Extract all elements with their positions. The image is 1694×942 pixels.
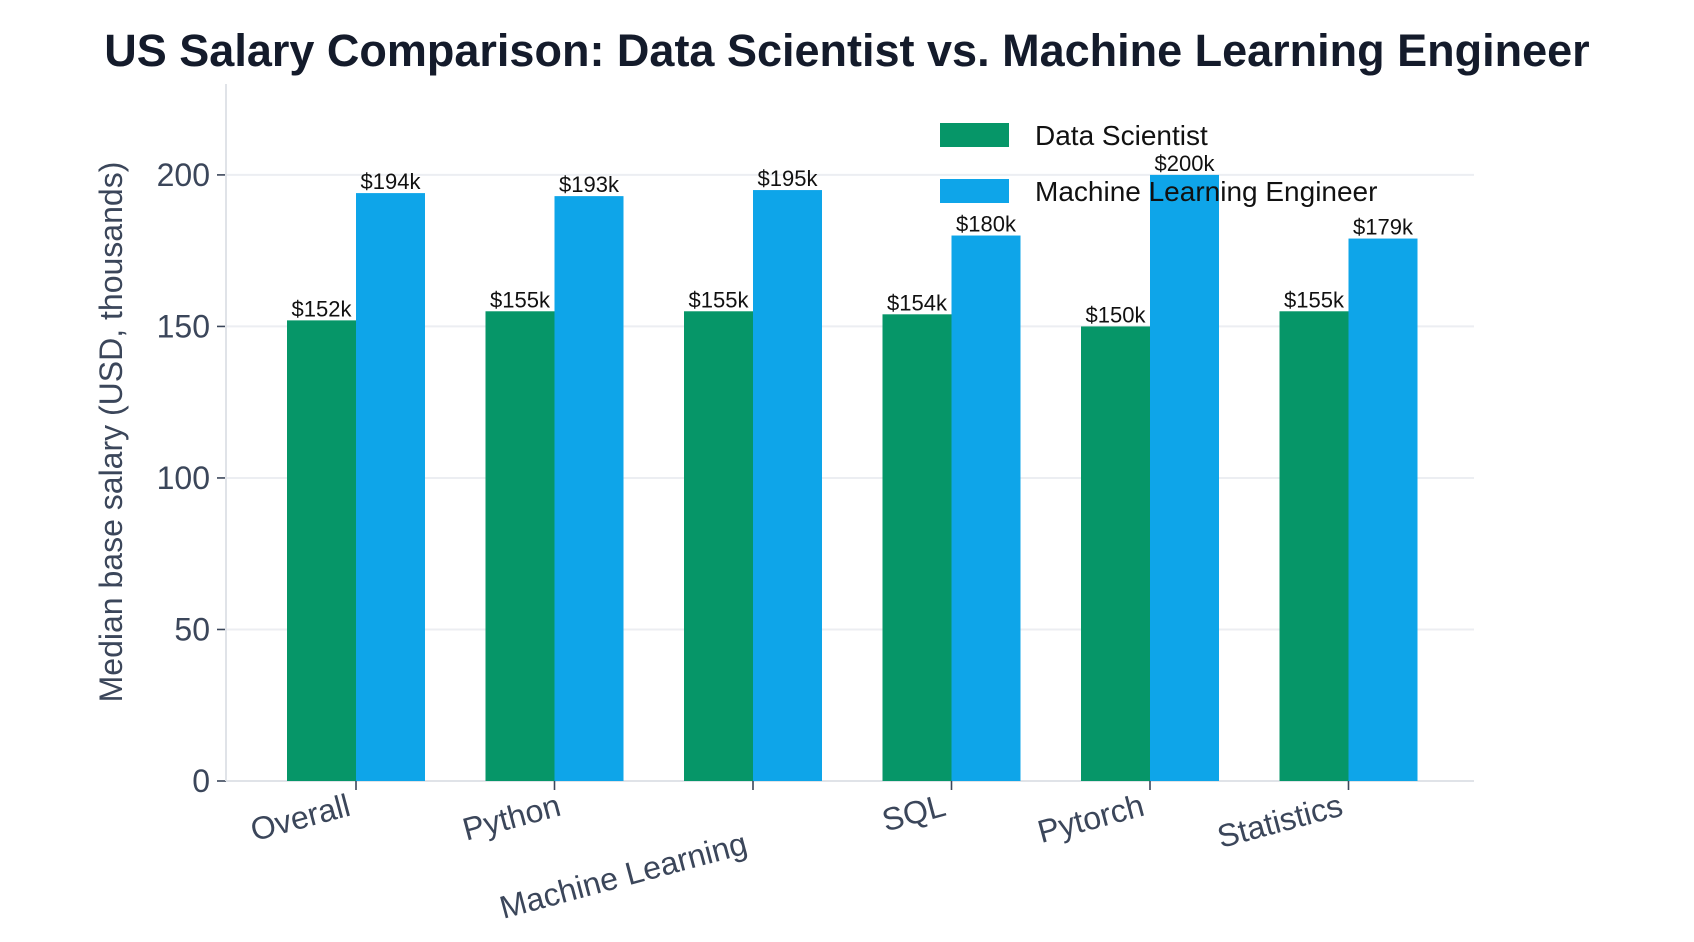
y-axis-label: Median base salary (USD, thousands)	[93, 162, 129, 703]
legend-label: Machine Learning Engineer	[1035, 176, 1377, 207]
bar-data-scientist-overall	[287, 320, 356, 781]
data-label: $155k	[1284, 287, 1345, 312]
bar-ml-engineer-machine-learning	[753, 190, 822, 782]
data-label: $200k	[1155, 151, 1216, 176]
grid-lines	[226, 173, 1474, 631]
x-tick-label: Machine Learning	[496, 825, 751, 926]
bar-data-scientist-sql	[882, 314, 952, 781]
bar-data-scientist-statistics	[1279, 311, 1349, 781]
y-tick-label: 0	[192, 763, 210, 799]
data-labels: $152k $194k $155k $193k $155k $195k $154k $180k…	[292, 151, 1414, 328]
data-label: $150k	[1086, 302, 1147, 327]
x-tick-label: Statistics	[1213, 787, 1346, 855]
bar-data-scientist-pytorch	[1081, 326, 1150, 781]
y-tick-label: 200	[157, 157, 210, 193]
legend-swatch	[940, 179, 1009, 203]
y-tick-label: 100	[157, 460, 210, 496]
bar-ml-engineer-statistics	[1348, 238, 1418, 781]
data-label: $179k	[1353, 215, 1414, 240]
bar-data-scientist-python	[485, 311, 555, 781]
x-tick-label: Pytorch	[1034, 787, 1148, 850]
y-tick-label: 150	[157, 308, 210, 344]
data-label: $193k	[559, 172, 620, 197]
data-label: $152k	[292, 296, 353, 321]
y-tick-labels: 0 50 100 150 200	[157, 157, 210, 799]
legend-label: Data Scientist	[1035, 120, 1208, 151]
bars	[287, 174, 1418, 782]
legend-swatch	[940, 123, 1009, 147]
x-tick-label: Overall	[247, 787, 354, 848]
data-label: $154k	[887, 290, 948, 315]
data-label: $195k	[758, 166, 819, 191]
bar-ml-engineer-sql	[951, 235, 1021, 782]
bar-ml-engineer-pytorch	[1150, 174, 1219, 782]
axes	[217, 84, 1474, 790]
data-label: $194k	[361, 169, 422, 194]
x-tick-label: Python	[459, 787, 565, 848]
bar-ml-engineer-overall	[356, 193, 425, 782]
bar-data-scientist-machine-learning	[684, 311, 753, 781]
legend: Data Scientist Machine Learning Engineer	[940, 120, 1377, 207]
y-tick-label: 50	[174, 611, 210, 647]
data-label: $155k	[689, 287, 750, 312]
data-label: $155k	[490, 287, 551, 312]
x-tick-label: SQL	[878, 787, 949, 838]
chart-title: US Salary Comparison: Data Scientist vs.…	[104, 25, 1589, 76]
bar-ml-engineer-python	[554, 196, 624, 781]
data-label: $180k	[956, 212, 1017, 237]
